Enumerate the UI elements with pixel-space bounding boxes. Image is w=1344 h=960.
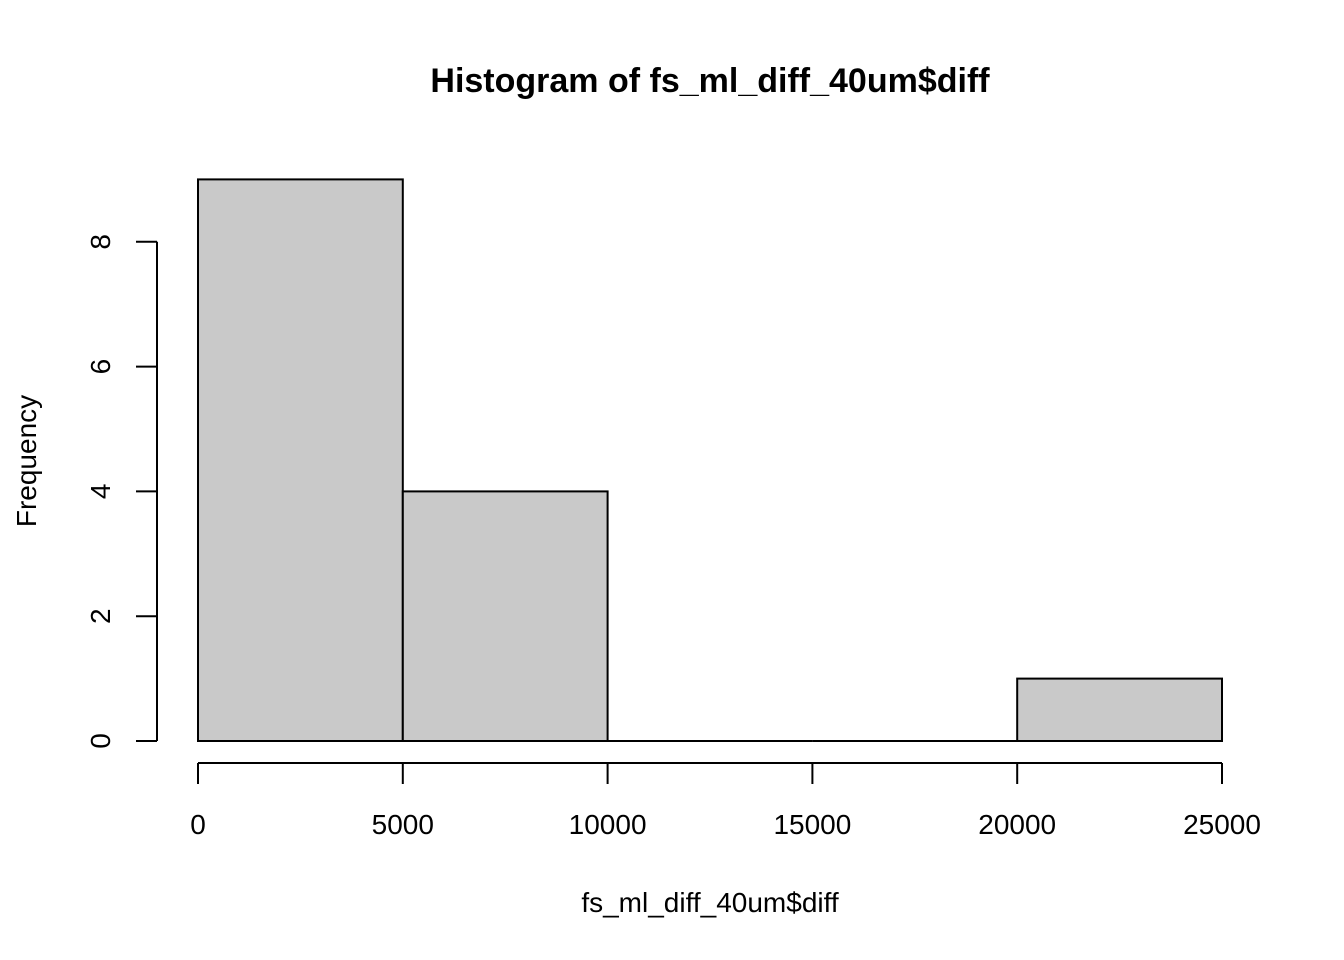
y-tick-label: 4 [85, 484, 116, 500]
bars-group [197, 178, 1224, 742]
x-tick-label: 0 [190, 809, 206, 840]
histogram-bar [197, 178, 404, 742]
x-tick-label: 5000 [372, 809, 434, 840]
x-axis: 0 5000 10000 15000 20000 25000 [190, 762, 1261, 840]
y-axis: 0 2 4 6 8 [85, 234, 158, 749]
chart-title: Histogram of fs_ml_diff_40um$diff [430, 62, 990, 100]
y-tick-label: 2 [85, 608, 116, 624]
y-tick-label: 8 [85, 234, 116, 250]
x-tick-label: 15000 [773, 809, 851, 840]
y-tick-label: 6 [85, 359, 116, 375]
histogram-bar [401, 490, 609, 742]
histogram-bar [1016, 677, 1224, 742]
x-tick-label: 20000 [978, 809, 1056, 840]
y-axis-label: Frequency [11, 395, 42, 527]
x-tick-label: 25000 [1183, 809, 1261, 840]
y-tick-label: 0 [85, 733, 116, 749]
x-axis-label: fs_ml_diff_40um$diff [581, 887, 839, 918]
x-tick-label: 10000 [569, 809, 647, 840]
